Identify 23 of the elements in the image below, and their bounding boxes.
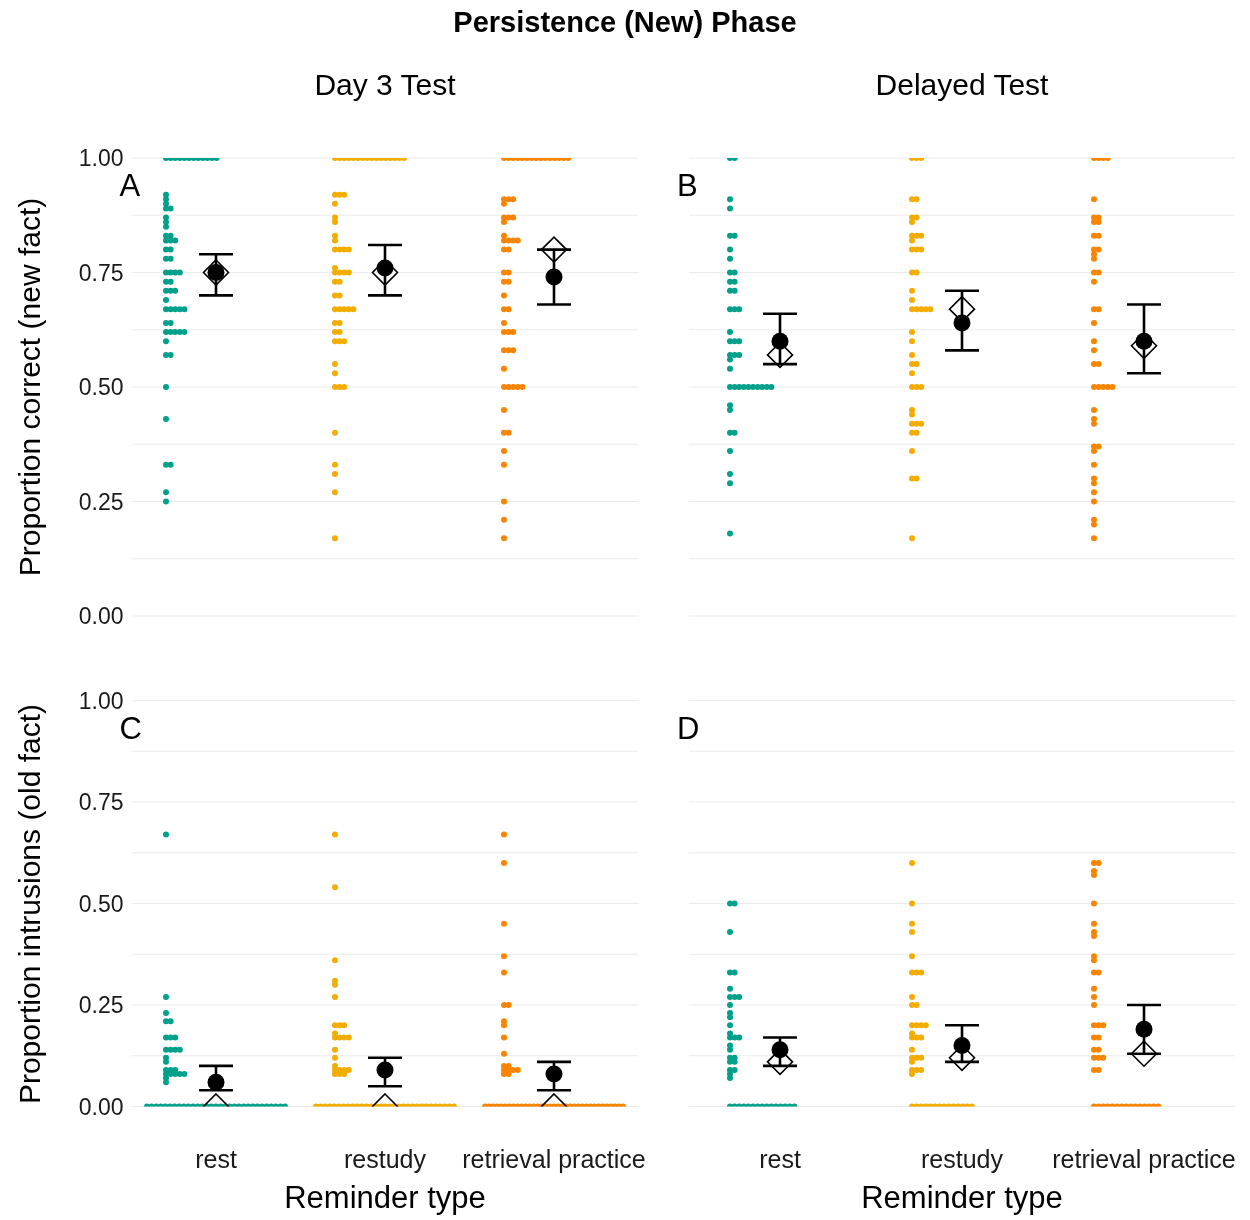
chart-subtitle: Day 3 Test: [313, 68, 457, 102]
y-tick-label: 0.75: [78, 789, 124, 816]
y-tick-label: 0.50: [78, 890, 124, 917]
y-tick-label: 0.75: [78, 259, 124, 286]
x-axis-title: Reminder type: [283, 1180, 487, 1216]
y-tick-label: 0.50: [78, 374, 124, 401]
y-tick-label: 0.25: [78, 488, 124, 515]
x-tick-label: rest: [195, 1145, 237, 1174]
x-tick-label: restudy: [344, 1145, 427, 1174]
y-axis-title: Proportion correct (new fact): [13, 197, 47, 577]
y-axis-title: Proportion intrusions (old fact): [13, 703, 47, 1104]
x-tick-label: restudy: [921, 1145, 1004, 1174]
x-tick-label: rest: [759, 1145, 801, 1174]
chart-title: Persistence (New) Phase: [452, 6, 798, 39]
chart-subtitle: Delayed Test: [874, 68, 1050, 102]
y-tick-label: 0.25: [78, 992, 124, 1019]
y-tick-label: 0.00: [78, 603, 124, 630]
x-tick-label: retrieval practice: [462, 1145, 646, 1174]
x-axis-title: Reminder type: [860, 1180, 1064, 1216]
y-tick-label: 0.00: [78, 1093, 124, 1120]
x-tick-label: retrieval practice: [1052, 1145, 1236, 1174]
annotation: D: [677, 710, 700, 747]
annotation: B: [677, 168, 698, 204]
